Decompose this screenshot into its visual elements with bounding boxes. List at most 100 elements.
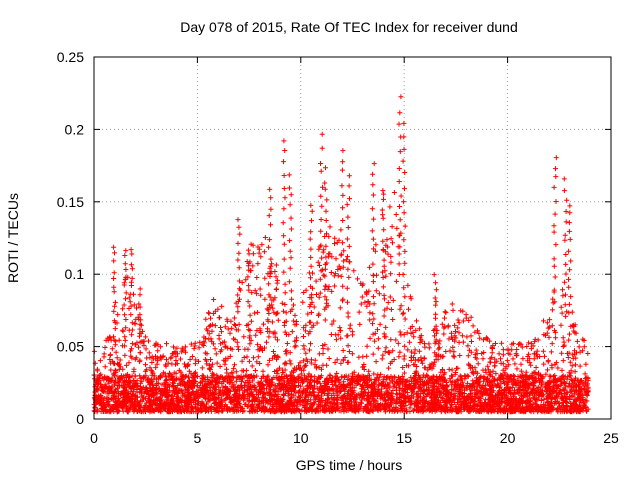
data-point (222, 375, 228, 381)
data-point (345, 377, 351, 382)
data-point (489, 350, 495, 356)
data-point (135, 383, 141, 389)
data-point (552, 328, 557, 334)
data-point (441, 390, 447, 396)
data-point (581, 403, 587, 409)
data-point (92, 409, 98, 414)
data-point (308, 341, 313, 347)
data-point (416, 348, 422, 354)
data-point (226, 387, 231, 393)
data-point (527, 360, 533, 366)
data-point (329, 288, 335, 294)
data-point (358, 301, 364, 307)
data-point (148, 393, 154, 399)
data-point (420, 408, 426, 414)
data-point (498, 356, 503, 362)
data-point (308, 377, 314, 383)
data-point (560, 293, 566, 299)
data-point (253, 391, 259, 397)
data-point (549, 341, 555, 347)
data-point (245, 346, 251, 352)
data-point (291, 403, 297, 409)
data-point (414, 318, 419, 324)
data-point (452, 333, 458, 339)
data-point (525, 384, 531, 390)
data-point (370, 331, 376, 337)
data-point (558, 322, 564, 328)
data-point (574, 338, 580, 344)
data-point (439, 386, 445, 392)
data-point (99, 375, 105, 381)
data-point (137, 373, 143, 379)
data-point (222, 344, 228, 350)
data-point (401, 310, 406, 316)
data-point (291, 393, 297, 399)
data-point (493, 371, 499, 377)
data-point (287, 358, 293, 364)
data-point (373, 288, 379, 294)
data-point (581, 344, 587, 350)
data-point (193, 379, 199, 385)
data-point (364, 343, 370, 349)
data-point (390, 407, 395, 413)
data-point (325, 380, 331, 385)
data-point (185, 383, 191, 389)
data-point (317, 375, 323, 380)
data-point (218, 341, 224, 347)
data-point (139, 386, 145, 392)
data-point (101, 397, 107, 403)
data-point (275, 401, 281, 407)
data-point (355, 372, 361, 378)
data-point (513, 402, 519, 408)
data-point (254, 291, 260, 297)
data-point (573, 362, 578, 368)
data-point (298, 383, 304, 389)
data-point (298, 365, 304, 371)
data-point (107, 407, 113, 413)
data-point (561, 376, 567, 382)
data-point (104, 401, 110, 407)
data-point (337, 266, 343, 272)
data-point (453, 329, 459, 334)
data-point (117, 392, 123, 398)
data-points (91, 94, 591, 415)
data-point (395, 340, 401, 346)
data-point (502, 381, 507, 387)
data-point (116, 366, 122, 372)
data-point (309, 357, 314, 363)
data-point (170, 350, 176, 356)
data-point (416, 393, 422, 399)
data-point (383, 324, 389, 330)
data-point (410, 389, 416, 395)
data-point (404, 363, 410, 369)
data-point (344, 395, 350, 401)
data-point (156, 386, 162, 392)
data-point (137, 384, 143, 390)
data-point (104, 386, 110, 392)
data-point (180, 391, 186, 397)
data-point (303, 322, 309, 328)
data-point (306, 407, 312, 413)
data-point (306, 371, 312, 377)
data-point (216, 384, 222, 390)
data-point (346, 349, 352, 354)
data-point (252, 384, 258, 390)
data-point (314, 364, 319, 370)
data-point (204, 361, 210, 367)
data-point (114, 355, 120, 361)
data-point (185, 389, 191, 395)
data-point (99, 402, 105, 407)
data-point (231, 366, 237, 372)
data-point (565, 355, 571, 360)
data-point (217, 349, 223, 355)
data-point (421, 355, 427, 361)
data-point (329, 375, 335, 381)
data-point (332, 241, 337, 247)
data-point (545, 380, 551, 385)
data-point (345, 359, 351, 365)
data-point (234, 402, 240, 408)
data-point (101, 354, 107, 360)
data-point (553, 360, 559, 366)
data-point (482, 402, 488, 408)
data-point (111, 409, 117, 415)
